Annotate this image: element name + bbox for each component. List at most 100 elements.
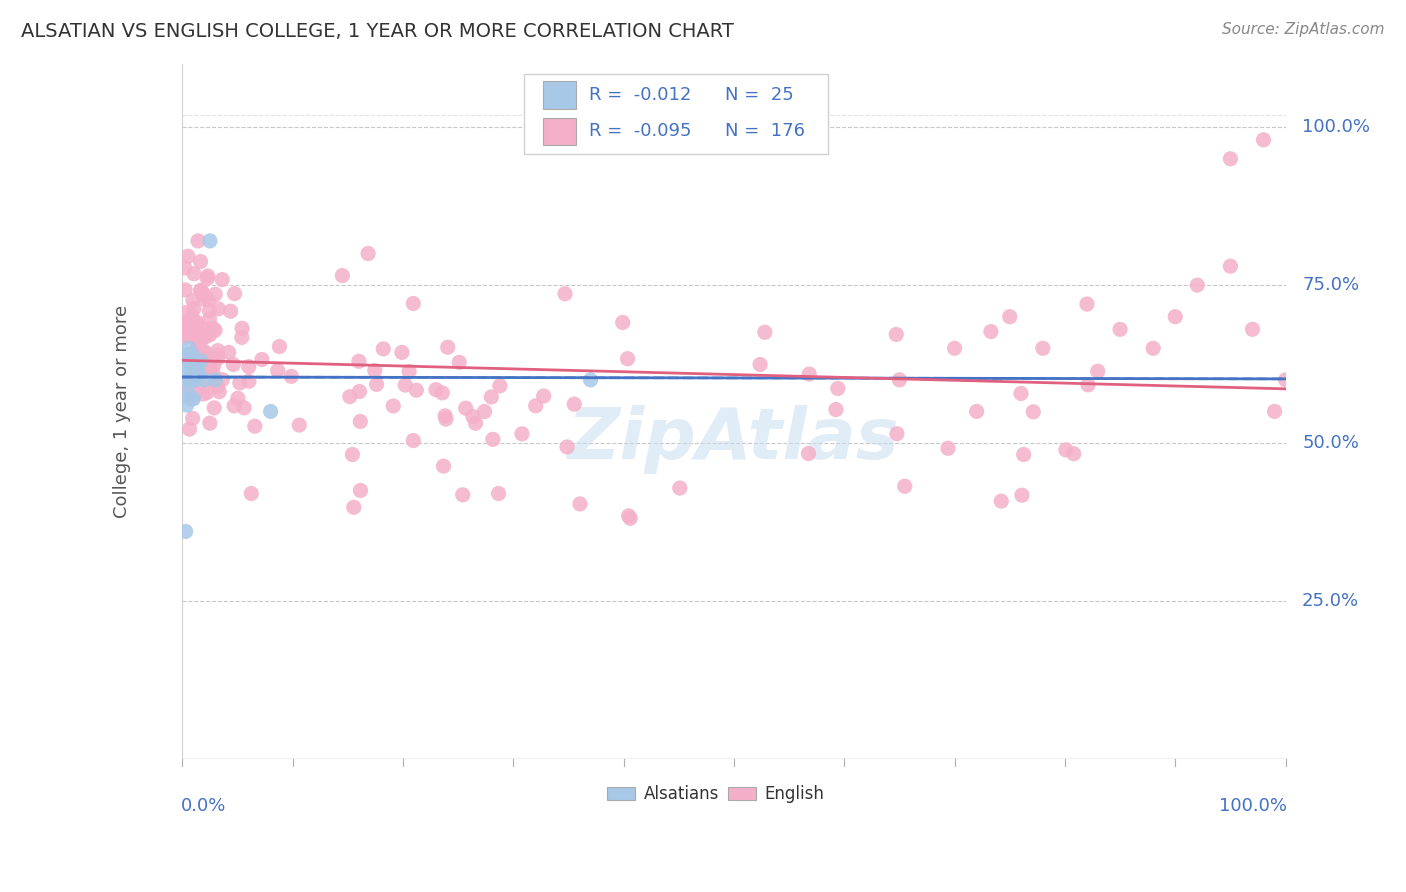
- Point: [366, 377, 388, 392]
- Point: [179, 422, 201, 436]
- Point: [405, 383, 427, 397]
- Point: [229, 376, 252, 390]
- Point: [474, 404, 496, 418]
- Point: [402, 296, 425, 310]
- Point: [174, 283, 197, 297]
- Point: [187, 335, 209, 350]
- Point: [181, 391, 204, 405]
- Point: [489, 379, 512, 393]
- Point: [176, 398, 198, 412]
- Text: College, 1 year or more: College, 1 year or more: [112, 305, 131, 518]
- Point: [1187, 278, 1209, 293]
- Point: [181, 314, 204, 328]
- Bar: [728, 787, 756, 800]
- Point: [208, 384, 231, 399]
- Point: [190, 334, 212, 348]
- Point: [240, 486, 263, 500]
- Text: 50.0%: 50.0%: [1302, 434, 1360, 452]
- Text: R =  -0.012: R = -0.012: [589, 87, 692, 104]
- Point: [173, 260, 195, 275]
- Point: [943, 341, 966, 355]
- Point: [176, 328, 198, 343]
- Point: [936, 442, 959, 456]
- Point: [193, 293, 215, 307]
- Point: [342, 448, 364, 462]
- Point: [224, 286, 246, 301]
- Point: [198, 303, 221, 318]
- Point: [219, 304, 242, 318]
- Point: [186, 324, 208, 338]
- Point: [187, 234, 209, 248]
- Point: [190, 254, 212, 268]
- Point: [373, 342, 395, 356]
- Point: [198, 234, 221, 248]
- Point: [619, 511, 641, 525]
- Point: [190, 354, 212, 368]
- Point: [183, 301, 205, 316]
- Point: [181, 293, 204, 308]
- Point: [1253, 133, 1275, 147]
- Point: [191, 346, 214, 360]
- Point: [179, 354, 201, 368]
- Point: [193, 287, 215, 301]
- Point: [198, 312, 221, 326]
- Point: [382, 399, 405, 413]
- Point: [177, 249, 200, 263]
- Point: [1063, 447, 1085, 461]
- Point: [332, 268, 354, 283]
- Point: [668, 481, 690, 495]
- Point: [204, 373, 226, 387]
- Point: [1022, 405, 1045, 419]
- Point: [617, 508, 640, 523]
- Point: [1010, 386, 1032, 401]
- Text: N =  25: N = 25: [725, 87, 794, 104]
- Point: [198, 416, 221, 430]
- Point: [347, 354, 370, 368]
- Point: [482, 433, 505, 447]
- Point: [432, 459, 454, 474]
- Point: [1164, 310, 1187, 324]
- Point: [754, 325, 776, 339]
- Text: 75.0%: 75.0%: [1302, 277, 1360, 294]
- Point: [579, 373, 602, 387]
- Point: [391, 345, 413, 359]
- Point: [222, 358, 245, 372]
- Point: [398, 364, 420, 378]
- Point: [176, 329, 198, 343]
- Point: [187, 327, 209, 342]
- Point: [889, 373, 911, 387]
- Point: [207, 349, 229, 363]
- Point: [510, 426, 533, 441]
- Text: English: English: [765, 785, 825, 803]
- Text: ZipAtlas: ZipAtlas: [568, 405, 900, 474]
- Point: [193, 346, 215, 360]
- Point: [187, 348, 209, 362]
- Point: [198, 365, 221, 379]
- Point: [180, 360, 202, 375]
- Text: R =  -0.095: R = -0.095: [589, 122, 692, 140]
- Point: [179, 350, 201, 364]
- Point: [204, 287, 226, 301]
- Point: [827, 382, 849, 396]
- Point: [432, 385, 454, 400]
- Point: [555, 440, 578, 454]
- Point: [180, 373, 202, 387]
- Bar: [543, 81, 576, 109]
- Point: [202, 358, 225, 372]
- Point: [205, 376, 228, 391]
- Text: 0.0%: 0.0%: [181, 797, 226, 815]
- Point: [202, 401, 225, 415]
- Point: [180, 380, 202, 394]
- Point: [186, 316, 208, 330]
- Point: [193, 387, 215, 401]
- Point: [176, 325, 198, 339]
- FancyBboxPatch shape: [524, 74, 828, 154]
- Point: [339, 390, 361, 404]
- Point: [797, 446, 820, 460]
- Point: [224, 399, 246, 413]
- Point: [177, 385, 200, 400]
- Point: [197, 268, 219, 283]
- Point: [434, 412, 457, 426]
- Point: [524, 399, 547, 413]
- Point: [343, 500, 366, 515]
